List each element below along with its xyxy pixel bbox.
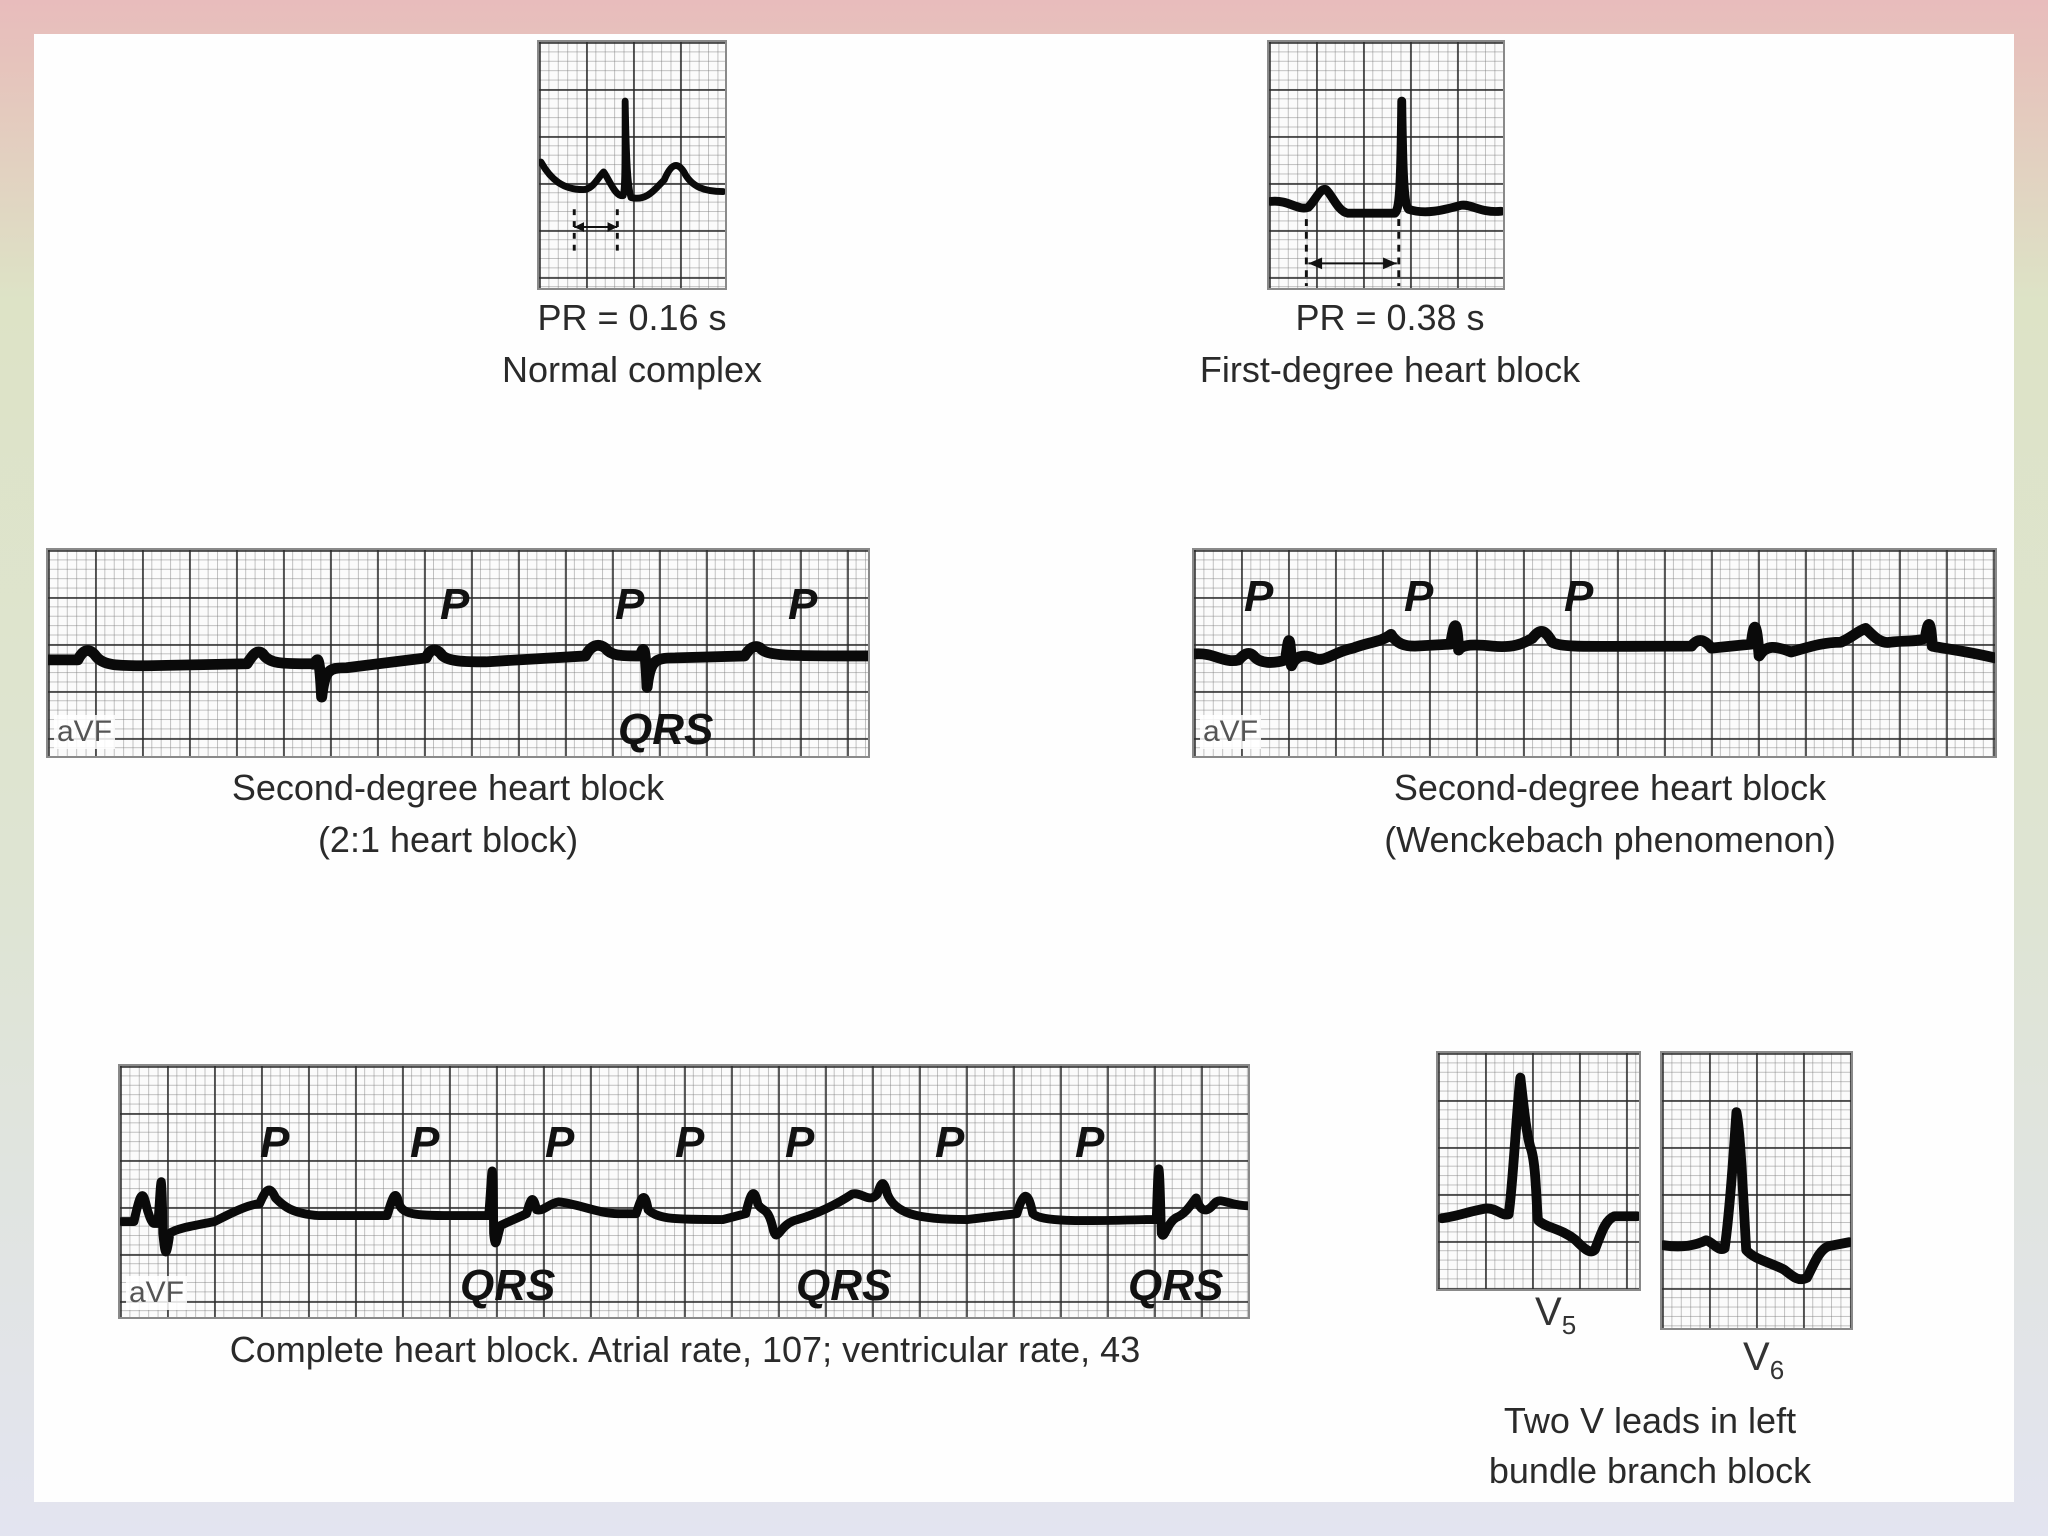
panel-title: Normal complex: [501, 349, 763, 390]
p-wave-label: P: [1564, 572, 1594, 621]
panel-subtitle: (2:1 heart block): [317, 819, 579, 860]
p-wave-label: P: [1404, 572, 1434, 621]
ecg-trace: [1269, 96, 1503, 287]
panel-subtitle: bundle branch block: [1488, 1450, 1812, 1491]
ecg-trace: [120, 1164, 1248, 1257]
p-wave-label: P: [410, 1118, 440, 1167]
qrs-label: QRS: [618, 705, 714, 754]
qrs-label: QRS: [460, 1261, 556, 1310]
caption-lbbb: Two V leads in left bundle branch block: [1450, 1396, 1850, 1496]
p-wave-label: P: [788, 580, 818, 629]
p-wave-label: P: [675, 1118, 705, 1167]
p-wave-label: P: [935, 1118, 965, 1167]
pr-measure: PR = 0.38 s: [1295, 297, 1485, 338]
caption-complete-heart-block: Complete heart block. Atrial rate, 107; …: [120, 1324, 1250, 1376]
ecg-second-degree-wenckebach: P P P aVF: [1192, 548, 1997, 758]
ecg-trace: [1438, 1072, 1639, 1257]
pr-measure: PR = 0.16 s: [537, 297, 727, 338]
lead-label: aVF: [126, 1276, 188, 1310]
p-wave-label: P: [615, 580, 645, 629]
ecg-lead-v5: [1436, 1051, 1641, 1291]
lead-label: aVF: [54, 715, 116, 749]
panel-title: Two V leads in left: [1503, 1400, 1797, 1441]
p-wave-label: P: [1075, 1118, 1105, 1167]
ecg-lead-v6: [1660, 1051, 1853, 1330]
panel-title: First-degree heart block: [1199, 349, 1581, 390]
ecg-trace: [539, 97, 725, 257]
ecg-trace: [48, 640, 868, 703]
panel-title: Complete heart block. Atrial rate, 107; …: [229, 1329, 1141, 1370]
p-wave-label: P: [260, 1118, 290, 1167]
panel-subtitle: (Wenckebach phenomenon): [1384, 819, 1836, 860]
caption-second-degree-2to1: Second-degree heart block (2:1 heart blo…: [148, 762, 748, 866]
lead-label: aVF: [1200, 715, 1262, 749]
p-wave-label: P: [440, 580, 470, 629]
qrs-label: QRS: [796, 1261, 892, 1310]
ecg-trace: [1662, 1107, 1851, 1285]
ecg-trace: [1194, 619, 1995, 672]
lead-label-v5: V5: [1535, 1290, 1577, 1340]
panel-title: Second-degree heart block: [231, 767, 665, 808]
caption-second-degree-wenckebach: Second-degree heart block (Wenckebach ph…: [1310, 762, 1910, 866]
ecg-normal-complex: [537, 40, 727, 290]
lead-label-v6: V6: [1743, 1335, 1785, 1385]
caption-first-degree: PR = 0.38 s First-degree heart block: [1140, 292, 1640, 396]
p-wave-label: P: [785, 1118, 815, 1167]
p-wave-label: P: [1244, 572, 1274, 621]
p-wave-label: P: [545, 1118, 575, 1167]
ecg-first-degree: [1267, 40, 1505, 290]
caption-normal-complex: PR = 0.16 s Normal complex: [432, 292, 832, 396]
ecg-second-degree-2to1: P P P QRS aVF: [46, 548, 870, 758]
panel-title: Second-degree heart block: [1393, 767, 1827, 808]
ecg-complete-heart-block: P P P P P P P QRS QRS QRS aVF: [118, 1064, 1250, 1319]
qrs-label: QRS: [1128, 1261, 1224, 1310]
